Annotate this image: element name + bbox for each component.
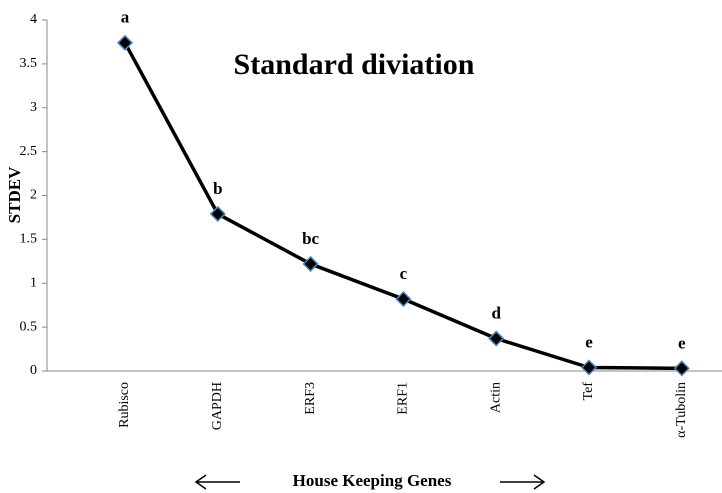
marker xyxy=(116,34,134,51)
marker xyxy=(488,330,505,347)
y-tick-label: 2 xyxy=(30,188,37,203)
annotation: c xyxy=(400,264,408,283)
y-tick-label: 0 xyxy=(30,363,37,378)
annotation: bc xyxy=(302,229,319,248)
y-tick-label: 3.5 xyxy=(20,56,38,71)
annotation: b xyxy=(213,179,222,198)
marker xyxy=(395,290,412,308)
marker xyxy=(580,359,598,376)
y-tick-label: 1.5 xyxy=(20,232,38,247)
x-tick-label: α-Tubolin xyxy=(674,382,689,438)
y-tick-label: 1 xyxy=(30,275,37,290)
chart-title: Standard diviation xyxy=(234,48,475,81)
x-tick-label: ERF3 xyxy=(303,382,318,415)
line xyxy=(123,41,682,371)
x-tick-label: Actin xyxy=(488,382,503,413)
annotation: e xyxy=(678,333,686,352)
y-tick-label: 0.5 xyxy=(20,319,38,334)
y-tick-label: 2.5 xyxy=(20,144,38,159)
x-tick-label: GAPDH xyxy=(210,382,225,430)
x-axis-label: House Keeping Genes xyxy=(293,471,452,490)
marker xyxy=(302,255,319,273)
annotation: d xyxy=(491,303,501,322)
y-axis-label: STDEV xyxy=(5,166,24,223)
marker xyxy=(209,205,226,222)
y-tick-label: 4 xyxy=(30,12,37,27)
arrows xyxy=(194,474,546,490)
marker xyxy=(673,360,690,377)
x-tick-label: Rubisco xyxy=(117,382,132,428)
x-tick-label: ERF1 xyxy=(396,382,411,415)
annotation: e xyxy=(585,332,593,351)
y-tick-label: 3 xyxy=(30,100,37,115)
x-tick-label: Tef xyxy=(581,382,596,401)
annotation: a xyxy=(121,8,130,27)
